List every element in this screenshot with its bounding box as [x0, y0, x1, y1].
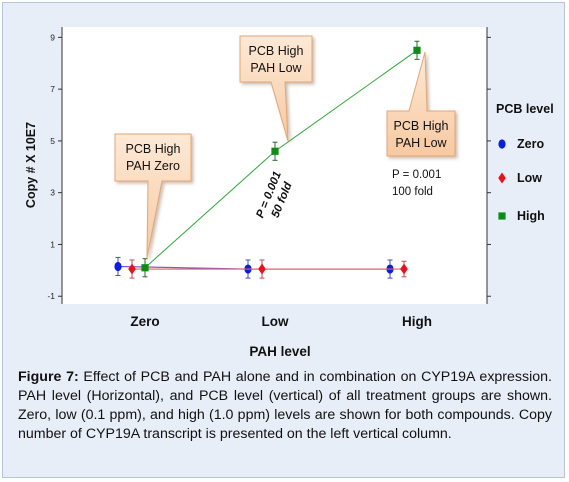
- legend-title: PCB level: [496, 102, 554, 116]
- data-point: [400, 263, 408, 275]
- legend-item-zero: Zero: [498, 137, 544, 151]
- series-high: [141, 40, 421, 278]
- callout-text: PAH Zero: [126, 159, 180, 173]
- callout-box: [239, 35, 313, 142]
- caption-text: Effect of PCB and PAH alone and in combi…: [18, 369, 552, 442]
- caption-label: Figure 7:: [18, 369, 79, 385]
- x-axis-title: PAH level: [249, 344, 310, 359]
- series-low: [128, 259, 408, 279]
- y-tick-label: 7: [50, 84, 55, 94]
- x-tick-label: High: [402, 314, 432, 329]
- legend-label: Zero: [517, 137, 544, 151]
- x-tick-label: Low: [262, 314, 289, 329]
- callout-shape: [114, 133, 192, 259]
- y-tick-label: 3: [50, 188, 55, 198]
- data-point: [271, 147, 279, 155]
- data-point: [413, 46, 421, 54]
- legend-marker: [498, 139, 506, 149]
- y-axis-title: Copy # X 10E7: [24, 122, 38, 208]
- callout-shape: [386, 51, 456, 157]
- data-point: [141, 264, 149, 272]
- data-point: [114, 261, 122, 272]
- annotation-text: P = 0.001: [392, 169, 441, 181]
- callout-text: PAH Low: [250, 61, 302, 75]
- y-tick-label: 1: [50, 239, 55, 249]
- legend-marker: [498, 212, 506, 220]
- legend-item-low: Low: [498, 171, 542, 185]
- callout-box: [386, 51, 456, 157]
- data-point: [128, 263, 136, 275]
- callout-text: PCB High: [394, 119, 449, 133]
- figure-caption: Figure 7: Effect of PCB and PAH alone an…: [18, 368, 552, 444]
- legend-label: Low: [517, 171, 542, 185]
- callout-text: PCB High: [126, 142, 181, 156]
- callout-box: [114, 133, 192, 259]
- y-tick-label: 5: [50, 136, 55, 146]
- x-tick-label: Zero: [130, 314, 159, 329]
- y-tick-label: 9: [50, 32, 55, 42]
- annotation-text: 100 fold: [392, 186, 433, 198]
- legend-item-high: High: [498, 209, 545, 223]
- data-point: [258, 263, 266, 275]
- legend-label: High: [517, 209, 545, 223]
- callout-text: PAH Low: [395, 136, 447, 150]
- callout-text: PCB High: [249, 44, 304, 58]
- y-tick-label: -1: [47, 291, 55, 301]
- legend-marker: [498, 172, 506, 184]
- callout-shape: [239, 35, 313, 142]
